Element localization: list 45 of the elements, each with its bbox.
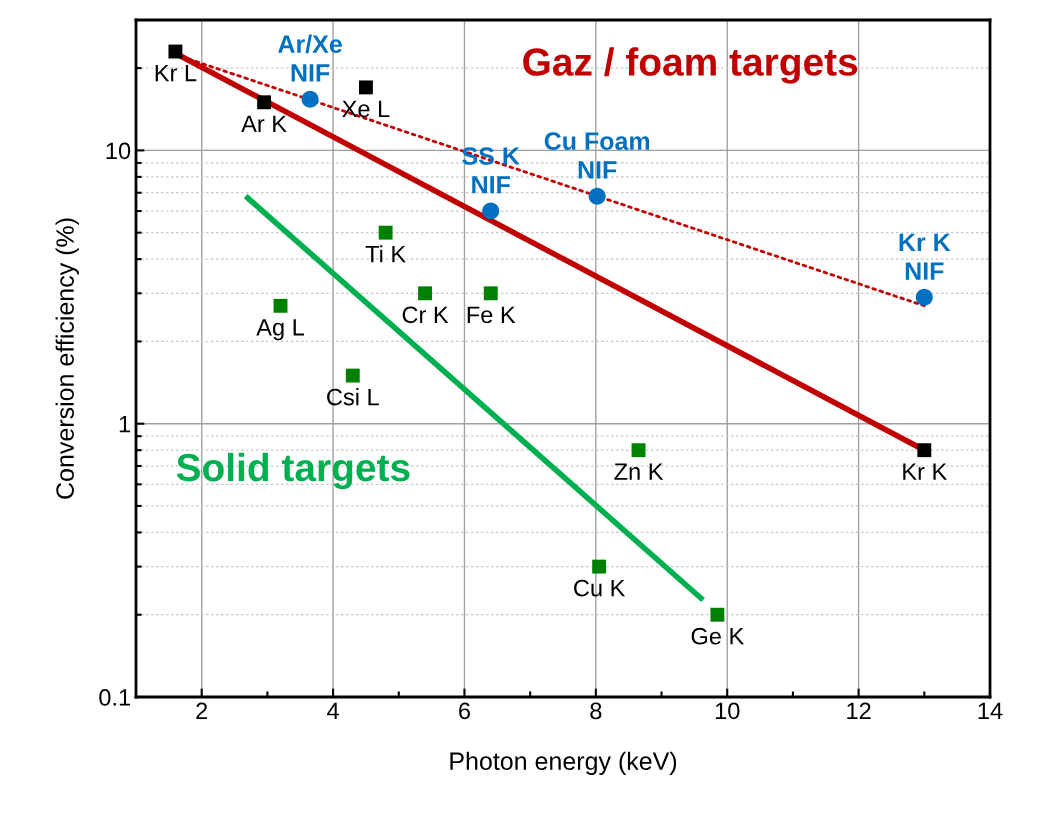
annotation: Ar K xyxy=(241,115,287,132)
x-tick-label: 6 xyxy=(459,702,470,720)
point xyxy=(915,288,933,306)
y-tick-label: 0.1 xyxy=(99,689,130,706)
x-tick-label: 10 xyxy=(715,702,740,720)
point xyxy=(378,225,393,240)
point xyxy=(592,559,607,574)
annotation: Xe L xyxy=(342,100,390,118)
point xyxy=(483,286,498,301)
annotation: Ti K xyxy=(365,245,406,263)
point xyxy=(273,298,288,313)
annotation: Kr L xyxy=(155,64,197,82)
point xyxy=(345,368,360,383)
x-axis-title: Photon energy (keV) xyxy=(450,751,677,775)
point xyxy=(710,607,725,622)
point xyxy=(168,44,183,59)
x-tick-label: 4 xyxy=(327,702,339,719)
y-axis-title: Conversion efficiency (%) xyxy=(55,218,79,499)
annotation: Zn K xyxy=(614,463,664,480)
x-tick-label: 12 xyxy=(847,702,871,719)
x-tick-label: 2 xyxy=(196,702,208,719)
point xyxy=(257,95,272,110)
annotation: Cr K xyxy=(402,306,449,324)
annotation: Cu Foam NIF xyxy=(544,132,650,179)
point xyxy=(631,443,646,458)
annotation: Kr K NIF xyxy=(899,233,951,280)
point xyxy=(301,90,319,108)
point xyxy=(482,202,500,220)
annotation: Kr K xyxy=(903,463,947,480)
annotation: Ge K xyxy=(691,627,745,645)
annotation: Ar/Xe NIF xyxy=(278,34,342,82)
annotation: Ag L xyxy=(256,319,305,341)
text: Solid targets xyxy=(176,452,410,490)
point xyxy=(917,443,932,458)
y-tick-label: 10 xyxy=(106,142,131,160)
x-tick-label: 8 xyxy=(590,702,602,720)
annotation: Fe K xyxy=(467,306,516,324)
y-tick-label: 1 xyxy=(119,416,130,433)
point xyxy=(358,80,373,95)
point xyxy=(418,286,432,301)
annotation: Cu K xyxy=(574,579,626,597)
point xyxy=(588,187,606,205)
text: Gaz / foam targets xyxy=(523,47,858,84)
annotation: Csi L xyxy=(327,388,379,406)
x-tick-label: 14 xyxy=(978,702,1003,719)
